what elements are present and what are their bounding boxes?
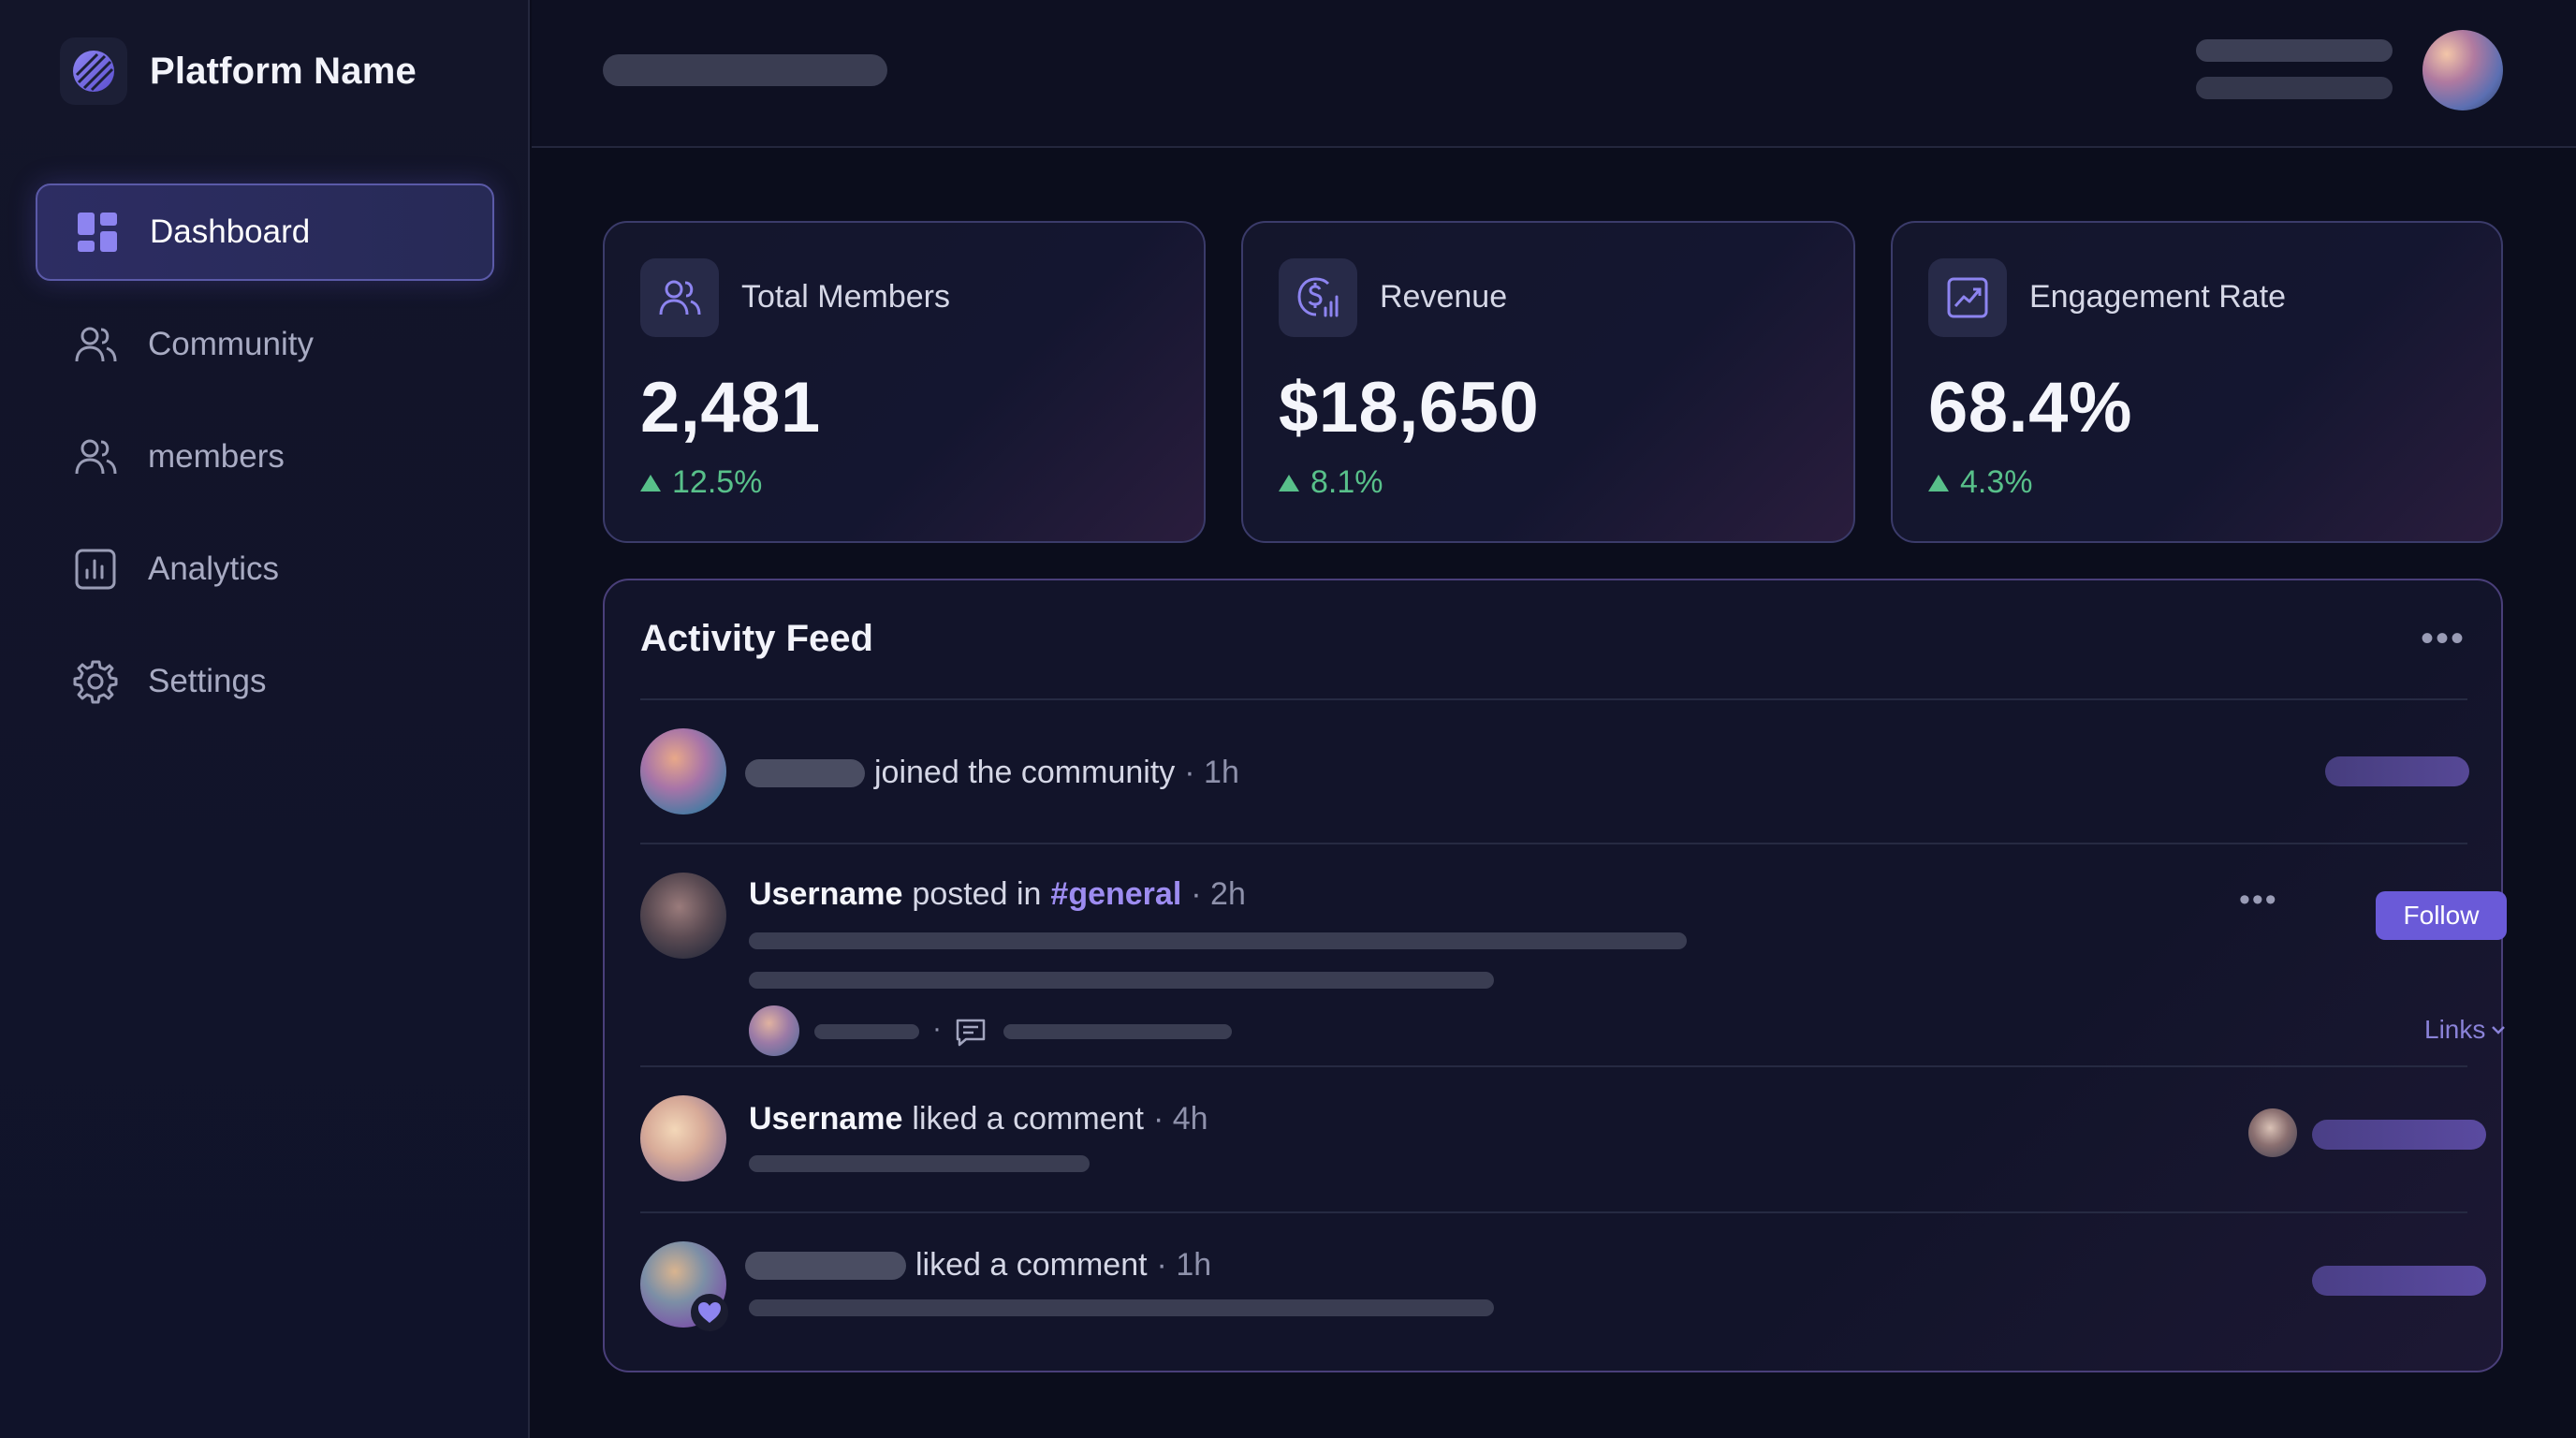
revenue-icon bbox=[1279, 258, 1357, 337]
feed-username[interactable]: Username bbox=[749, 876, 903, 912]
trend-chart-icon bbox=[1928, 258, 2007, 337]
action-pill-placeholder[interactable] bbox=[2312, 1266, 2486, 1296]
feed-username[interactable]: Username bbox=[749, 1101, 903, 1137]
user-role-placeholder bbox=[2196, 77, 2393, 99]
avatar[interactable] bbox=[2422, 30, 2503, 110]
divider bbox=[640, 1065, 2467, 1067]
trend-up-icon bbox=[640, 474, 661, 492]
feed-item-text: Username liked a comment · 4h bbox=[749, 1101, 1208, 1137]
stat-card-total-members[interactable]: Total Members 2,481 12.5% bbox=[603, 221, 1206, 543]
separator-dot: · bbox=[932, 1013, 942, 1044]
stat-title: Engagement Rate bbox=[2029, 279, 2287, 315]
stat-title: Revenue bbox=[1380, 279, 1508, 315]
users-icon bbox=[73, 322, 118, 367]
feed-action: joined the community bbox=[874, 755, 1176, 790]
sidebar-item-community[interactable]: Community bbox=[36, 296, 494, 393]
sidebar: Platform Name Dashboard bbox=[0, 0, 530, 1438]
stat-delta: 8.1% bbox=[1279, 464, 1383, 501]
stat-title: Total Members bbox=[741, 279, 950, 315]
avatar[interactable] bbox=[640, 1095, 726, 1181]
feed-item[interactable]: liked a comment · 1h bbox=[640, 1241, 2486, 1331]
more-options-icon[interactable]: ••• bbox=[2239, 882, 2278, 917]
feed-action: posted in bbox=[912, 876, 1042, 912]
search-placeholder-bar[interactable] bbox=[603, 54, 887, 86]
links-dropdown[interactable]: Links bbox=[2424, 1015, 2508, 1045]
divider bbox=[640, 1211, 2467, 1213]
stat-value: $18,650 bbox=[1279, 368, 1540, 448]
stat-delta: 12.5% bbox=[640, 464, 762, 501]
sidebar-item-label: members bbox=[148, 438, 285, 475]
feed-time: · 2h bbox=[1191, 876, 1246, 912]
sidebar-item-label: Community bbox=[148, 326, 314, 362]
feed-title: Activity Feed bbox=[640, 618, 873, 659]
feed-action: liked a comment bbox=[915, 1247, 1148, 1283]
comment-icon[interactable] bbox=[953, 1015, 988, 1050]
brand[interactable]: Platform Name bbox=[60, 37, 417, 105]
channel-link[interactable]: #general bbox=[1050, 876, 1182, 912]
comment-text-placeholder bbox=[749, 1155, 1090, 1172]
trend-up-icon bbox=[1928, 474, 1949, 492]
feed-item-text: joined the community · 1h bbox=[745, 755, 1239, 791]
chevron-down-icon bbox=[2492, 1026, 2506, 1034]
bar-chart-icon bbox=[73, 547, 118, 592]
dashboard-grid-icon bbox=[75, 210, 120, 255]
avatar[interactable] bbox=[640, 873, 726, 959]
stat-delta-value: 12.5% bbox=[672, 464, 763, 500]
divider bbox=[640, 843, 2467, 844]
feed-item-text: Username posted in #general · 2h bbox=[749, 876, 1246, 913]
gear-icon bbox=[73, 659, 118, 704]
post-text-placeholder bbox=[749, 932, 1687, 949]
platform-logo-icon bbox=[60, 37, 127, 105]
sidebar-item-label: Settings bbox=[148, 663, 267, 699]
sidebar-item-label: Analytics bbox=[148, 550, 280, 587]
activity-feed: Activity Feed ••• joined the community ·… bbox=[603, 579, 2507, 1372]
trend-up-icon bbox=[1279, 474, 1299, 492]
divider bbox=[640, 698, 2467, 700]
sidebar-item-dashboard[interactable]: Dashboard bbox=[36, 183, 494, 281]
feed-action: liked a comment bbox=[912, 1101, 1144, 1137]
avatar[interactable] bbox=[749, 1005, 799, 1056]
heart-icon bbox=[691, 1294, 728, 1331]
action-pill-placeholder[interactable] bbox=[2325, 756, 2469, 786]
stat-delta-value: 8.1% bbox=[1310, 464, 1383, 500]
stat-card-engagement-rate[interactable]: Engagement Rate 68.4% 4.3% bbox=[1891, 221, 2503, 543]
feed-time: · 1h bbox=[1156, 1247, 1212, 1283]
platform-name: Platform Name bbox=[150, 50, 417, 92]
feed-time: · 1h bbox=[1184, 755, 1239, 790]
users-icon bbox=[73, 434, 118, 479]
sidebar-item-members[interactable]: members bbox=[36, 408, 494, 506]
sidebar-item-settings[interactable]: Settings bbox=[36, 633, 494, 730]
stat-card-revenue[interactable]: Revenue $18,650 8.1% bbox=[1241, 221, 1855, 543]
username-placeholder[interactable] bbox=[745, 1251, 906, 1280]
feed-time: · 4h bbox=[1152, 1101, 1208, 1137]
follow-button[interactable]: Follow bbox=[2376, 891, 2507, 940]
feed-item[interactable]: Username posted in #general · 2h · ••• F… bbox=[640, 873, 2507, 1060]
top-bar bbox=[532, 0, 2576, 148]
more-options-icon[interactable]: ••• bbox=[2420, 618, 2466, 659]
commenter-placeholder bbox=[814, 1024, 919, 1039]
links-label: Links bbox=[2424, 1015, 2486, 1044]
feed-item-text: liked a comment · 1h bbox=[745, 1247, 1211, 1284]
stat-delta-value: 4.3% bbox=[1960, 464, 2033, 500]
sidebar-item-analytics[interactable]: Analytics bbox=[36, 521, 494, 618]
sidebar-item-label: Dashboard bbox=[150, 213, 311, 250]
feed-item[interactable]: Username liked a comment · 4h bbox=[640, 1095, 2486, 1185]
sidebar-nav: Dashboard Community memb bbox=[36, 183, 494, 745]
avatar[interactable] bbox=[2248, 1108, 2297, 1157]
comment-text-placeholder bbox=[1003, 1024, 1232, 1039]
feed-item[interactable]: joined the community · 1h bbox=[640, 728, 2469, 818]
comment-text-placeholder bbox=[749, 1299, 1494, 1316]
action-pill-placeholder[interactable] bbox=[2312, 1120, 2486, 1150]
stat-value: 2,481 bbox=[640, 368, 821, 448]
stat-value: 68.4% bbox=[1928, 368, 2132, 448]
avatar[interactable] bbox=[640, 728, 726, 814]
stat-delta: 4.3% bbox=[1928, 464, 2033, 501]
users-icon bbox=[640, 258, 719, 337]
post-text-placeholder bbox=[749, 972, 1494, 989]
username-placeholder[interactable] bbox=[745, 758, 865, 787]
user-name-placeholder bbox=[2196, 39, 2393, 62]
